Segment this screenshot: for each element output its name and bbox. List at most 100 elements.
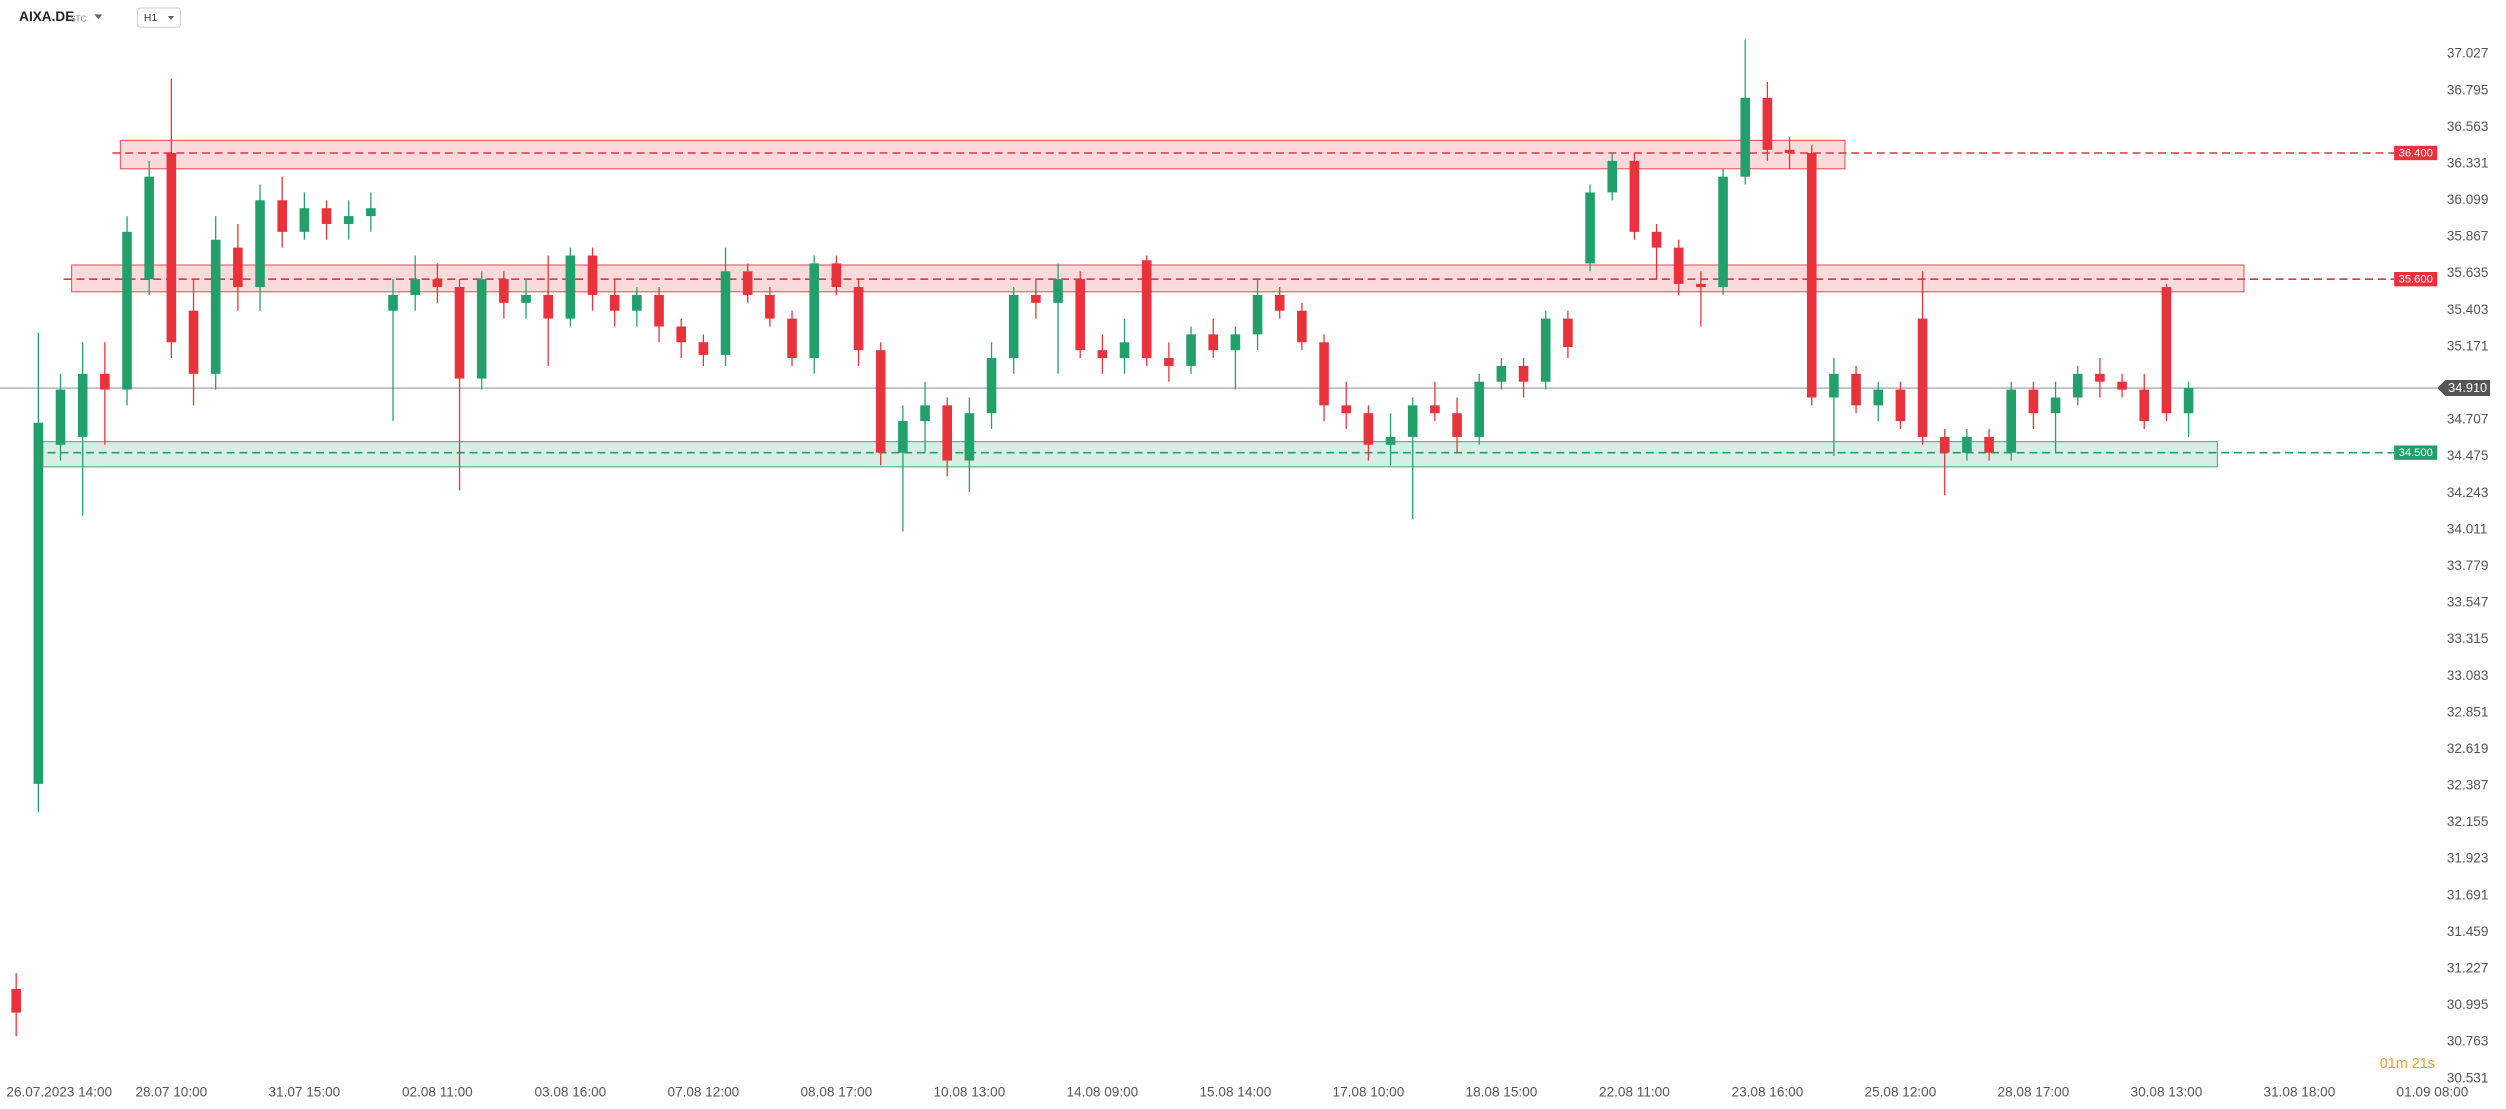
level-label: 35.600: [2399, 274, 2433, 286]
level-label: 36.400: [2399, 147, 2433, 159]
y-tick-label: 33.547: [2447, 595, 2489, 610]
candle-body: [1629, 160, 1640, 232]
level-zone: [119, 139, 1846, 170]
candle-body: [942, 405, 953, 461]
y-tick-label: 32.619: [2447, 741, 2489, 756]
candle-body: [1341, 405, 1352, 414]
x-tick-label: 31.08 18:00: [2264, 1085, 2336, 1100]
candle-body: [1585, 192, 1595, 264]
candle-body: [1274, 294, 1285, 311]
y-tick-label: 36.099: [2447, 192, 2489, 207]
interval-select[interactable]: [136, 7, 182, 28]
candle-body: [587, 255, 598, 295]
candle-body: [698, 342, 709, 355]
y-tick-label: 31.227: [2447, 961, 2489, 976]
candle-body: [454, 287, 465, 379]
x-tick-label: 31.07 15:00: [268, 1085, 340, 1100]
candle-body: [1895, 389, 1906, 422]
candle-body: [1474, 381, 1485, 437]
current-price-label-bg: [2437, 380, 2491, 396]
candle-body: [1164, 358, 1174, 366]
candle-body: [1784, 149, 1795, 153]
y-tick-label: 35.635: [2447, 265, 2489, 280]
candle-body: [1075, 279, 1086, 351]
candle-body: [521, 294, 531, 303]
candle-body: [255, 200, 265, 288]
x-tick-label: 26.07.2023 14:00: [6, 1085, 112, 1100]
candle-body: [1917, 318, 1928, 437]
candle-body: [676, 326, 687, 343]
candle-body: [1407, 405, 1418, 437]
timer: 01m 21s: [2380, 1056, 2435, 1072]
candle-body: [321, 208, 332, 224]
y-tick-label: 33.083: [2447, 668, 2489, 683]
candle-body: [765, 294, 775, 319]
y-tick-label: 37.027: [2447, 46, 2489, 61]
candle-body: [1097, 350, 1108, 359]
candle-body: [1762, 97, 1773, 150]
candle-body: [11, 988, 21, 1013]
y-tick-label: 31.691: [2447, 887, 2489, 902]
candle-body: [1651, 231, 1662, 248]
candle-body: [476, 279, 487, 379]
candle-body: [55, 389, 66, 445]
candle-body: [1806, 152, 1817, 398]
candle-body: [1673, 247, 1684, 284]
candle-body: [1119, 342, 1130, 359]
candle-body: [1297, 310, 1307, 343]
candle-body: [77, 373, 88, 437]
candle-body: [1230, 334, 1241, 351]
candle-body: [1540, 318, 1551, 382]
candle-body: [343, 216, 354, 224]
y-tick-label: 36.331: [2447, 155, 2489, 170]
y-tick-label: 30.531: [2447, 1070, 2489, 1085]
interval[interactable]: H1: [144, 13, 157, 24]
level-zone: [42, 441, 2218, 468]
candle-body: [898, 421, 908, 453]
candle-body: [100, 373, 110, 390]
market: STC: [70, 14, 86, 23]
candle-body: [920, 405, 930, 422]
candle-body: [1452, 413, 1462, 437]
y-tick-label: 34.475: [2447, 448, 2489, 463]
candle-body: [1430, 405, 1440, 414]
y-tick-label: 35.403: [2447, 302, 2489, 317]
candle-body: [1563, 318, 1573, 347]
candle-body: [831, 263, 842, 288]
y-tick-label: 35.171: [2447, 338, 2489, 353]
symbol-caret[interactable]: [94, 14, 103, 20]
x-tick-label: 28.08 17:00: [1998, 1085, 2070, 1100]
candle-body: [1496, 365, 1507, 382]
candle-body: [2006, 389, 2017, 453]
candle-body: [144, 176, 154, 280]
x-tick-label: 01.09 08:00: [2397, 1085, 2469, 1100]
candle-body: [366, 208, 376, 217]
candle-body: [565, 255, 576, 319]
candle-body: [1829, 373, 1839, 398]
candle-body: [1186, 334, 1196, 366]
candle-body: [122, 231, 132, 390]
candle-body: [1984, 436, 1994, 453]
candle-body: [1939, 436, 1950, 453]
candle-body: [2095, 373, 2105, 382]
candle-body: [299, 208, 310, 232]
candle-body: [410, 279, 420, 295]
candle-body: [2161, 287, 2172, 414]
candle-body: [1008, 294, 1019, 359]
x-tick-label: 28.07 10:00: [135, 1085, 207, 1100]
candle-body: [1208, 334, 1219, 351]
x-tick-label: 02.08 11:00: [402, 1085, 473, 1100]
candle-body: [33, 422, 44, 784]
candle-body: [1363, 413, 1374, 445]
candle-body: [1851, 373, 1861, 406]
candle-body: [964, 413, 975, 461]
interval-caret[interactable]: [167, 15, 175, 20]
candle-body: [2183, 388, 2194, 414]
candle-body: [1319, 342, 1329, 406]
candle-body: [609, 294, 620, 311]
y-tick-label: 33.779: [2447, 558, 2489, 573]
candle-body: [1873, 389, 1884, 406]
